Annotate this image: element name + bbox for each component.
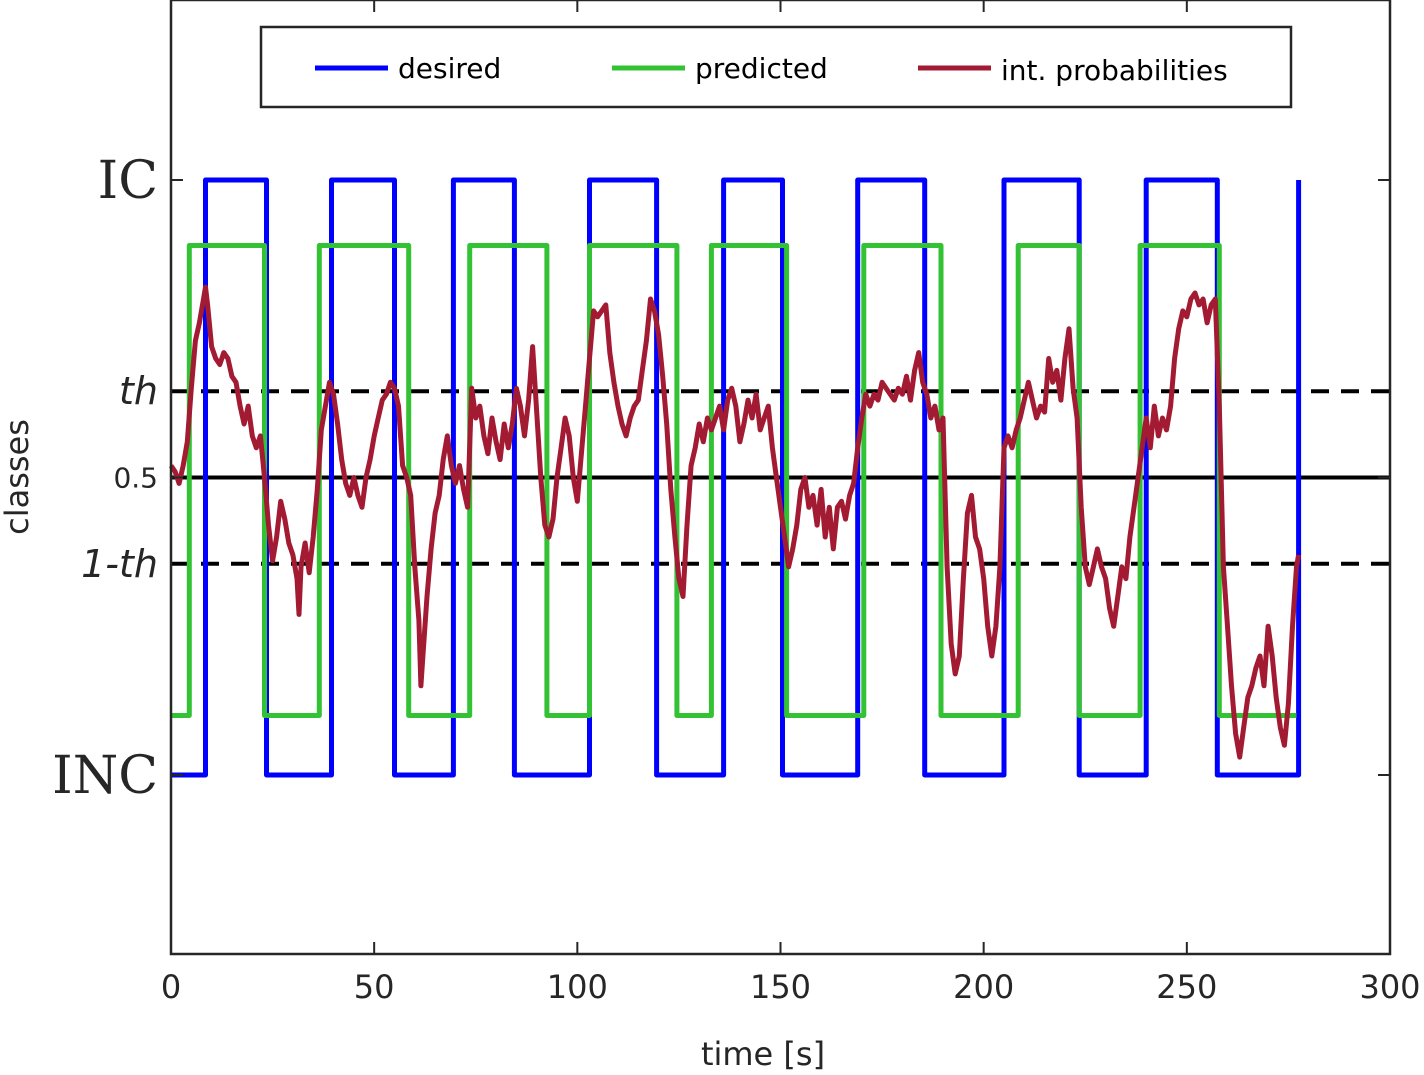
x-axis-label: time [s] — [701, 1035, 825, 1073]
legend-label-predicted: predicted — [695, 52, 828, 85]
legend-box — [259, 25, 1293, 109]
series-int-probabilities — [168, 284, 1302, 760]
y-axis-label: classes — [0, 419, 36, 535]
x-tick-label-50: 50 — [354, 968, 395, 1006]
x-tick-label-250: 250 — [1156, 968, 1217, 1006]
x-tick-label-0: 0 — [161, 968, 181, 1006]
y-tick-label-ic: IC — [98, 151, 158, 211]
ticks — [170, 0, 1391, 954]
x-tick-label-200: 200 — [953, 968, 1014, 1006]
tick-labels: 0 50 100 150 200 250 300 IC 0.5 INC th 1-th — [52, 151, 1420, 1006]
legend-label-probabilities: int. probabilities — [1001, 54, 1228, 87]
threshold-label-th: th — [119, 369, 158, 413]
x-tick-label-300: 300 — [1359, 968, 1420, 1006]
legend: desired predicted int. probabilities — [259, 25, 1293, 109]
y-tick-label-inc: INC — [52, 746, 158, 806]
y-tick-label-0.5: 0.5 — [113, 462, 158, 495]
series-layer — [168, 177, 1302, 778]
x-tick-label-100: 100 — [547, 968, 608, 1006]
legend-label-desired: desired — [398, 52, 501, 85]
series-desired — [171, 177, 1302, 778]
x-tick-label-150: 150 — [750, 968, 811, 1006]
threshold-label-1-th: 1-th — [81, 542, 158, 586]
